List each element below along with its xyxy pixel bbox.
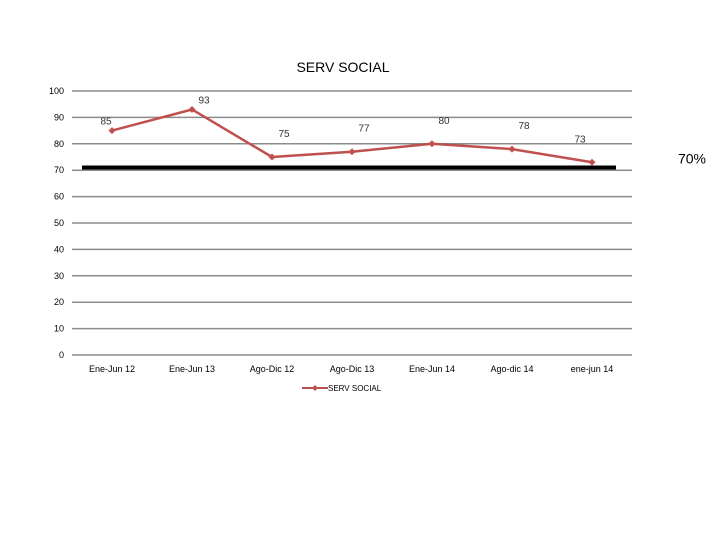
data-point [108, 127, 116, 135]
y-tick-label: 50 [54, 218, 64, 228]
data-point [188, 105, 196, 113]
data-point [508, 145, 516, 153]
y-tick-label: 100 [49, 86, 64, 96]
y-tick-label: 60 [54, 192, 64, 202]
data-label: 75 [278, 129, 290, 140]
data-label: 77 [358, 124, 370, 135]
x-axis-ticks: Ene-Jun 12 Ene-Jun 13 Ago-Dic 12 Ago-Dic 13… [89, 364, 613, 374]
y-tick-label: 40 [54, 244, 64, 254]
data-point [268, 153, 276, 161]
legend-label: SERV SOCIAL [328, 384, 382, 393]
data-point [348, 148, 356, 156]
x-tick-label: Ago-Dic 12 [250, 364, 295, 374]
x-tick-label: Ene-Jun 14 [409, 364, 455, 374]
y-axis-ticks: 0 10 20 30 40 50 60 70 80 90 100 [49, 86, 64, 360]
y-tick-label: 80 [54, 139, 64, 149]
reference-line-label: 70% [678, 151, 706, 167]
y-tick-label: 0 [59, 350, 64, 360]
x-tick-label: Ene-Jun 13 [169, 364, 215, 374]
data-label: 93 [198, 95, 210, 106]
reference-line-group: 70% [82, 151, 706, 170]
legend: SERV SOCIAL [302, 384, 382, 393]
data-point [428, 140, 436, 148]
series-group [108, 105, 596, 166]
y-tick-label: 30 [54, 271, 64, 281]
x-tick-label: Ene-Jun 12 [89, 364, 135, 374]
y-tick-label: 90 [54, 112, 64, 122]
data-labels: 85 93 75 77 80 78 73 [100, 95, 586, 145]
chart-title: SERV SOCIAL [296, 59, 389, 75]
x-tick-label: Ago-Dic 13 [330, 364, 375, 374]
gridlines [72, 90, 632, 356]
data-label: 85 [100, 117, 112, 128]
data-label: 73 [574, 134, 586, 145]
legend-marker [312, 385, 318, 391]
data-label: 80 [438, 116, 450, 127]
x-tick-label: Ago-dic 14 [490, 364, 533, 374]
data-point [588, 158, 596, 166]
y-tick-label: 10 [54, 324, 64, 334]
y-tick-label: 20 [54, 297, 64, 307]
y-tick-label: 70 [54, 165, 64, 175]
x-tick-label: ene-jun 14 [571, 364, 614, 374]
data-label: 78 [518, 121, 530, 132]
